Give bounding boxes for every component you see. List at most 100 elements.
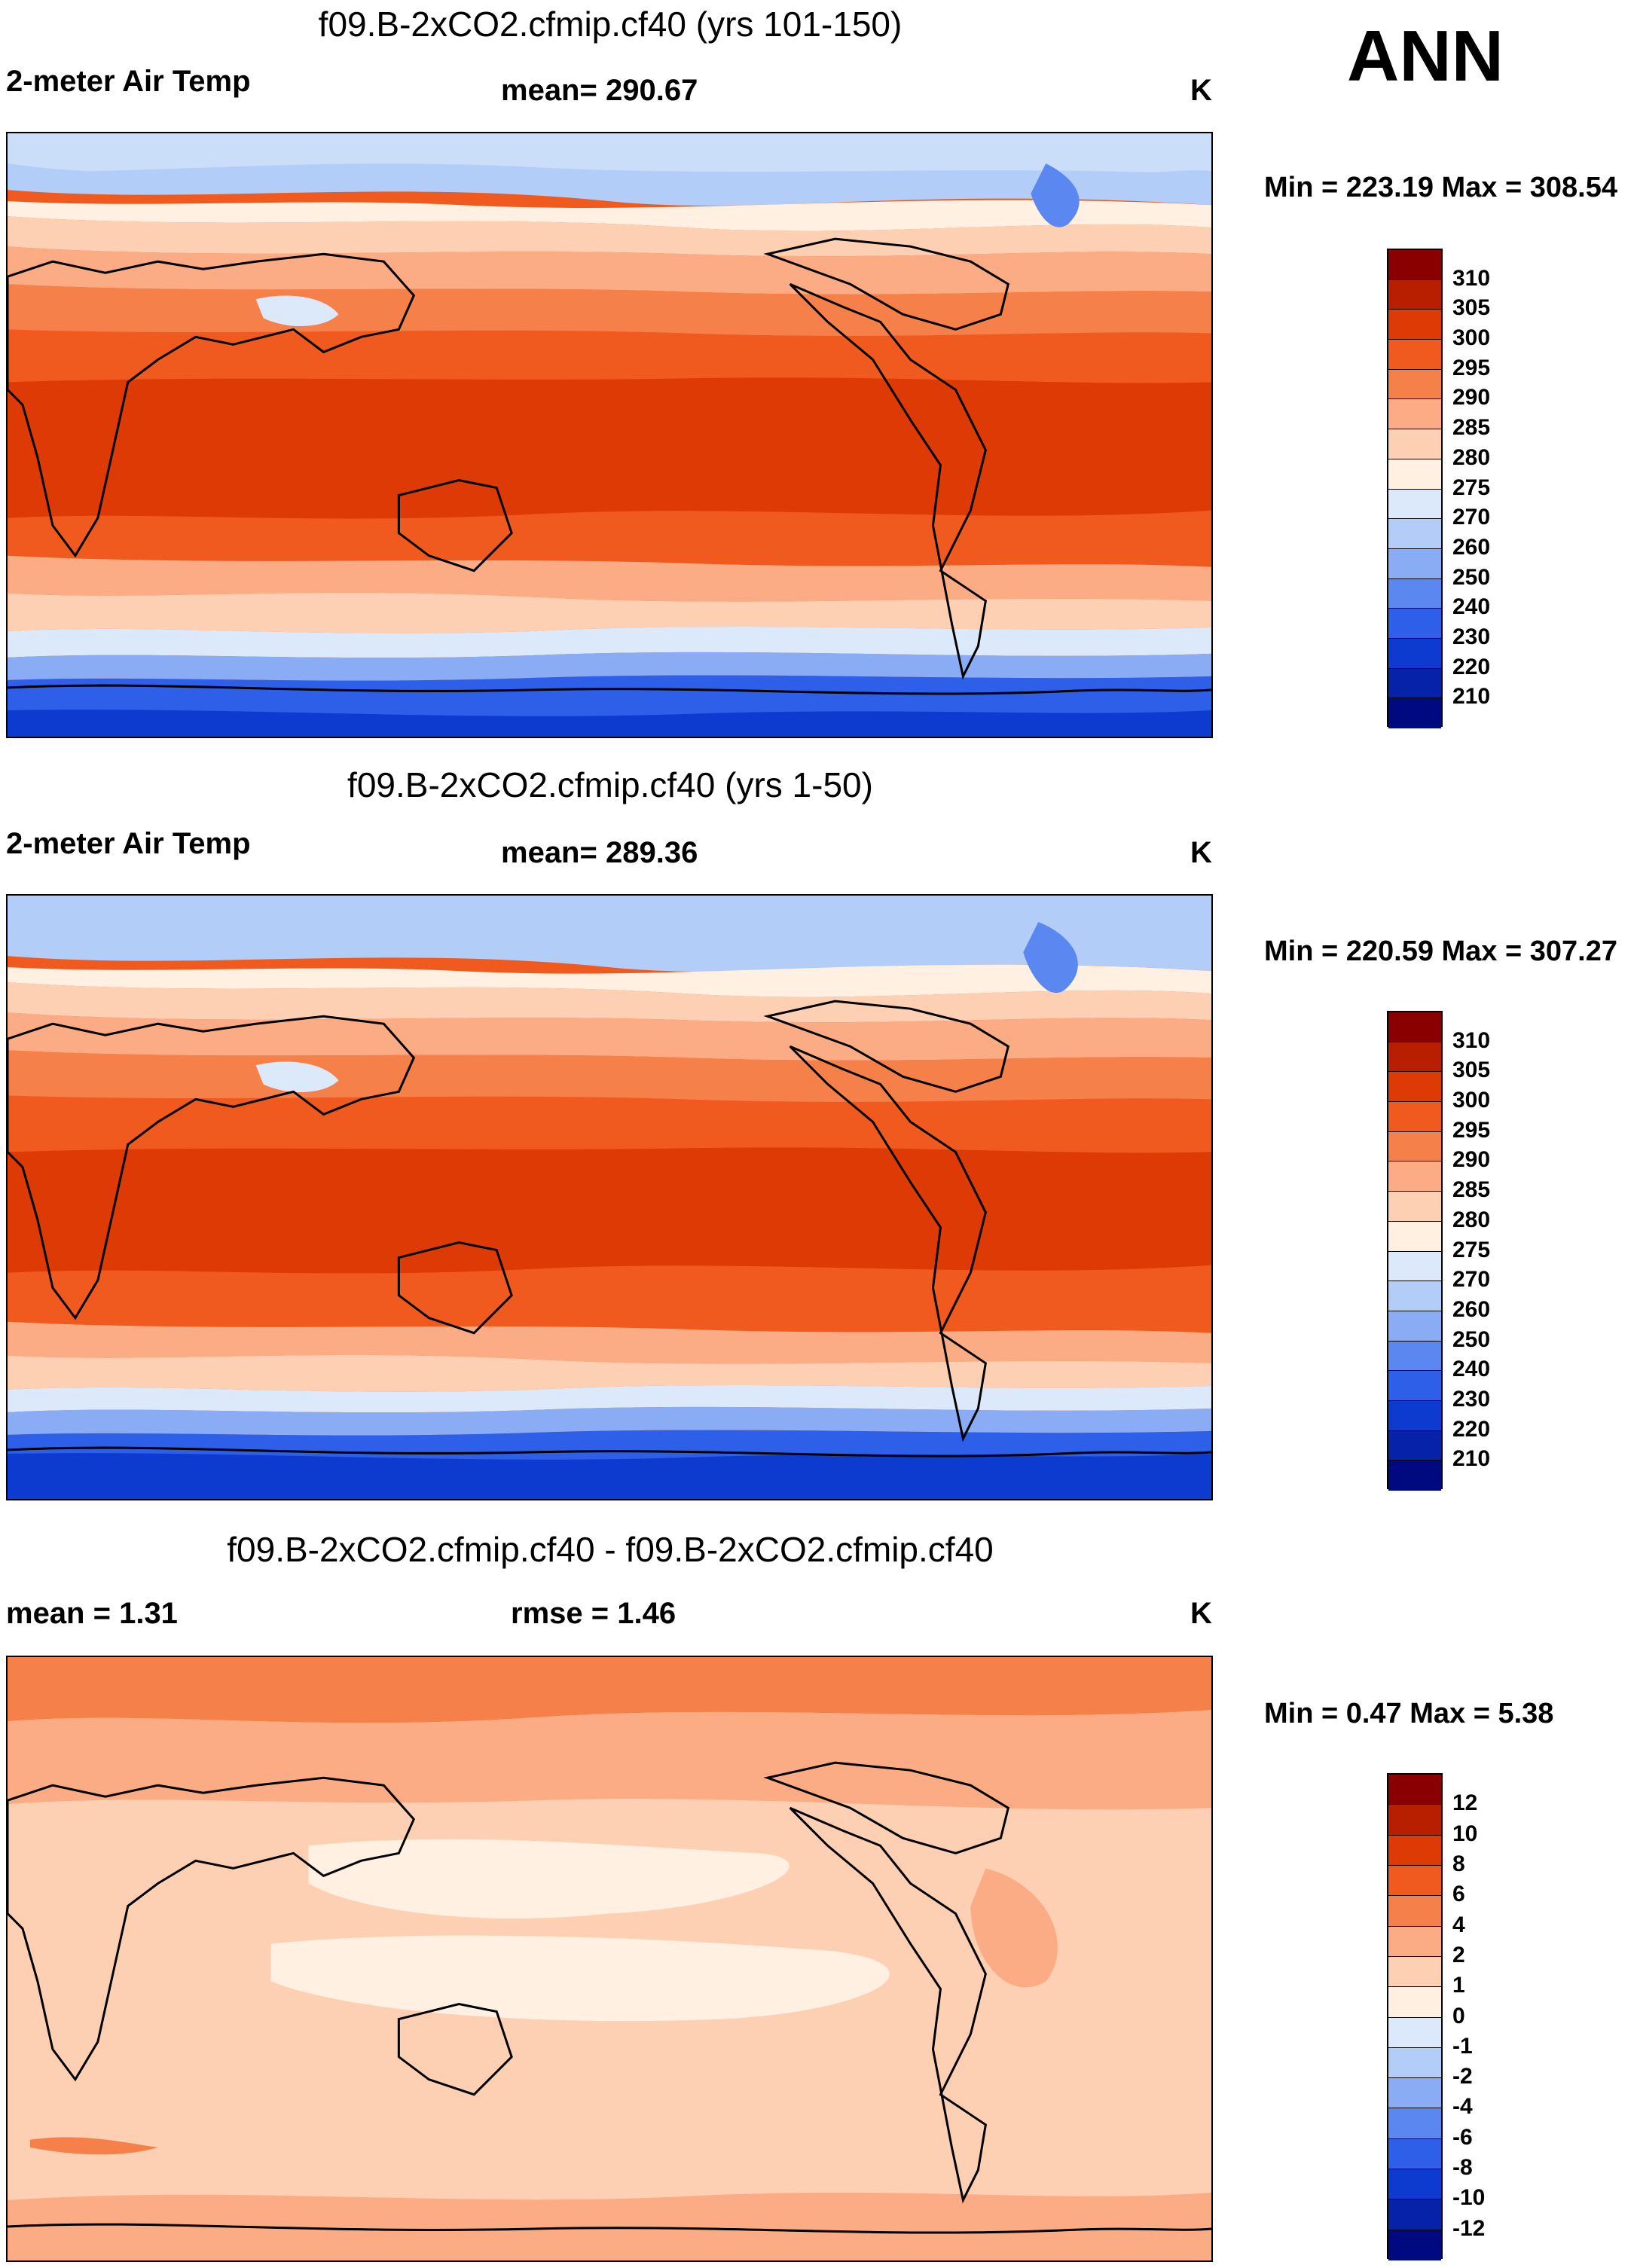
panel-2-colorbar-tick-label: 260: [1452, 1296, 1491, 1322]
panel-2-colorbar-swatch: [1388, 1281, 1441, 1311]
panel-2-map-svg: [8, 896, 1211, 1499]
panel-2-colorbar-swatch: [1388, 1012, 1441, 1042]
panel-1-colorbar-swatch: [1388, 429, 1441, 459]
panel-3-mean-label: mean = 1.31: [6, 1597, 178, 1630]
panel-2-colorbar-tick-label: 290: [1452, 1147, 1491, 1173]
panel-1-minmax: Min = 223.19 Max = 308.54: [1264, 172, 1617, 203]
panel-2-colorbar-tick-label: 250: [1452, 1326, 1491, 1352]
panel-1-colorbar-swatch: [1388, 548, 1441, 579]
panel-2-colorbar-swatch: [1388, 1042, 1441, 1073]
panel-1-title: f09.B-2xCO2.cfmip.cf40 (yrs 101-150): [318, 5, 903, 44]
panel-2-colorbar-tick-label: 310: [1452, 1027, 1491, 1053]
panel-2-colorbar-swatch: [1388, 1430, 1441, 1461]
panel-3-colorbar-tick-label: -2: [1452, 2064, 1473, 2089]
panel-2-colorbar-swatch: [1388, 1221, 1441, 1252]
panel-1-colorbar-swatch: [1388, 459, 1441, 490]
panel-1-colorbar-swatch: [1388, 250, 1441, 280]
panel-3-colorbar-swatch: [1388, 1865, 1441, 1897]
panel-3-rmse-label: rmse = 1.46: [511, 1597, 677, 1630]
panel-1-colorbar-tick-label: 275: [1452, 475, 1491, 500]
panel-1-mean-label: mean= 290.67: [501, 74, 698, 107]
panel-3-map-svg: [8, 1657, 1211, 2260]
panel-3-colorbar-tick-label: -10: [1452, 2185, 1486, 2211]
panel-2-colorbar-tick-label: 305: [1452, 1058, 1491, 1083]
panel-2-colorbar-tick-label: 285: [1452, 1177, 1491, 1203]
panel-1-colorbar-tick-label: 270: [1452, 505, 1491, 530]
panel-3-colorbar-swatch: [1388, 2047, 1441, 2079]
panel-3-colorbar-swatch: [1388, 1987, 1441, 2018]
panel-2-colorbar-swatch: [1388, 1341, 1441, 1372]
panel-3-colorbar-tick-label: -8: [1452, 2155, 1473, 2181]
panel-2-colorbar-swatch: [1388, 1102, 1441, 1132]
panel-1-colorbar-swatch: [1388, 668, 1441, 699]
panel-3-colorbar-swatch: [1388, 1805, 1441, 1836]
panel-1-colorbar-swatch: [1388, 578, 1441, 609]
panel-3-colorbar-swatch: [1388, 2078, 1441, 2109]
panel-2-colorbar-tick-label: 230: [1452, 1386, 1491, 1412]
panel-2-temperature-map: [6, 894, 1213, 1500]
panel-2-colorbar-swatch: [1388, 1192, 1441, 1222]
panel-1-colorbar-swatch: [1388, 489, 1441, 520]
panel-1-colorbar-tick-label: 230: [1452, 624, 1491, 649]
panel-1-colorbar-swatch: [1388, 340, 1441, 370]
panel-1-colorbar-tick-label: 260: [1452, 534, 1491, 560]
season-label: ANN: [1347, 16, 1504, 96]
panel-1-colorbar-tick-label: 250: [1452, 564, 1491, 590]
panel-3-colorbar-swatch: [1388, 2199, 1441, 2230]
panel-3-colorbar-tick-label: -1: [1452, 2033, 1473, 2059]
panel-1-map-svg: [8, 133, 1211, 737]
panel-2-variable-label: 2-meter Air Temp: [6, 827, 251, 860]
panel-3-colorbar-swatch: [1388, 2138, 1441, 2170]
panel-1-colorbar-swatch: [1388, 698, 1441, 728]
panel-1-units-label: K: [1190, 74, 1212, 107]
panel-3-difference-map: [6, 1656, 1213, 2262]
panel-3-colorbar-tick-label: -12: [1452, 2215, 1486, 2241]
panel-1-colorbar-swatch: [1388, 369, 1441, 400]
panel-1-colorbar-tick-label: 300: [1452, 325, 1491, 351]
panel-1-colorbar-swatch: [1388, 279, 1441, 310]
panel-1-colorbar-tick-label: 285: [1452, 415, 1491, 441]
panel-2-colorbar-tick-label: 295: [1452, 1117, 1491, 1143]
panel-3-minmax: Min = 0.47 Max = 5.38: [1264, 1698, 1554, 1729]
panel-1-colorbar-tick-label: 280: [1452, 444, 1491, 470]
panel-2-colorbar-tick-label: 210: [1452, 1446, 1491, 1472]
panel-2-mean-label: mean= 289.36: [501, 836, 698, 869]
panel-3-colorbar-swatch: [1388, 2230, 1441, 2260]
panel-1-colorbar-swatch: [1388, 638, 1441, 669]
panel-2-colorbar-tick-label: 275: [1452, 1237, 1491, 1262]
panel-3-colorbar-tick-label: 2: [1452, 1942, 1465, 1967]
panel-2-minmax: Min = 220.59 Max = 307.27: [1264, 936, 1617, 967]
panel-1-colorbar-swatch: [1388, 310, 1441, 340]
panel-2-colorbar-tick-label: 220: [1452, 1416, 1491, 1442]
panel-3-colorbar-tick-label: -4: [1452, 2094, 1473, 2120]
panel-3-colorbar-swatch: [1388, 2169, 1441, 2200]
panel-1-colorbar-tick-label: 290: [1452, 385, 1491, 411]
panel-2-colorbar-tick-label: 300: [1452, 1088, 1491, 1113]
panel-1-colorbar-tick-label: 310: [1452, 265, 1491, 291]
panel-2-colorbar-swatch: [1388, 1371, 1441, 1401]
panel-3-colorbar-swatch: [1388, 2108, 1441, 2139]
panel-3-colorbar-swatch: [1388, 1926, 1441, 1957]
panel-3-units-label: K: [1190, 1597, 1212, 1630]
panel-3-colorbar-tick-label: -6: [1452, 2124, 1473, 2150]
panel-2-colorbar-tick-label: 270: [1452, 1267, 1491, 1293]
panel-2-colorbar-tick-label: 240: [1452, 1357, 1491, 1382]
panel-3-title: f09.B-2xCO2.cfmip.cf40 - f09.B-2xCO2.cfm…: [227, 1530, 994, 1569]
panel-1-colorbar: [1387, 249, 1443, 728]
panel-3-colorbar-tick-label: 0: [1452, 2003, 1465, 2028]
panel-2-colorbar-swatch: [1388, 1161, 1441, 1192]
panel-1-variable-label: 2-meter Air Temp: [6, 65, 251, 98]
panel-3-colorbar-swatch: [1388, 1896, 1441, 1927]
panel-3-colorbar-swatch: [1388, 1956, 1441, 1988]
panel-1-colorbar-tick-label: 305: [1452, 295, 1491, 321]
panel-1-colorbar-tick-label: 210: [1452, 684, 1491, 710]
panel-2-colorbar-swatch: [1388, 1400, 1441, 1431]
panel-3-colorbar: [1387, 1773, 1443, 2260]
panel-3-colorbar-tick-label: 8: [1452, 1851, 1465, 1876]
panel-3-colorbar-tick-label: 4: [1452, 1912, 1465, 1937]
panel-2-colorbar: [1387, 1011, 1443, 1491]
panel-2-colorbar-swatch: [1388, 1072, 1441, 1103]
panel-1-colorbar-tick-label: 220: [1452, 654, 1491, 679]
panel-3-colorbar-swatch: [1388, 1775, 1441, 1806]
panel-2-colorbar-swatch: [1388, 1251, 1441, 1282]
